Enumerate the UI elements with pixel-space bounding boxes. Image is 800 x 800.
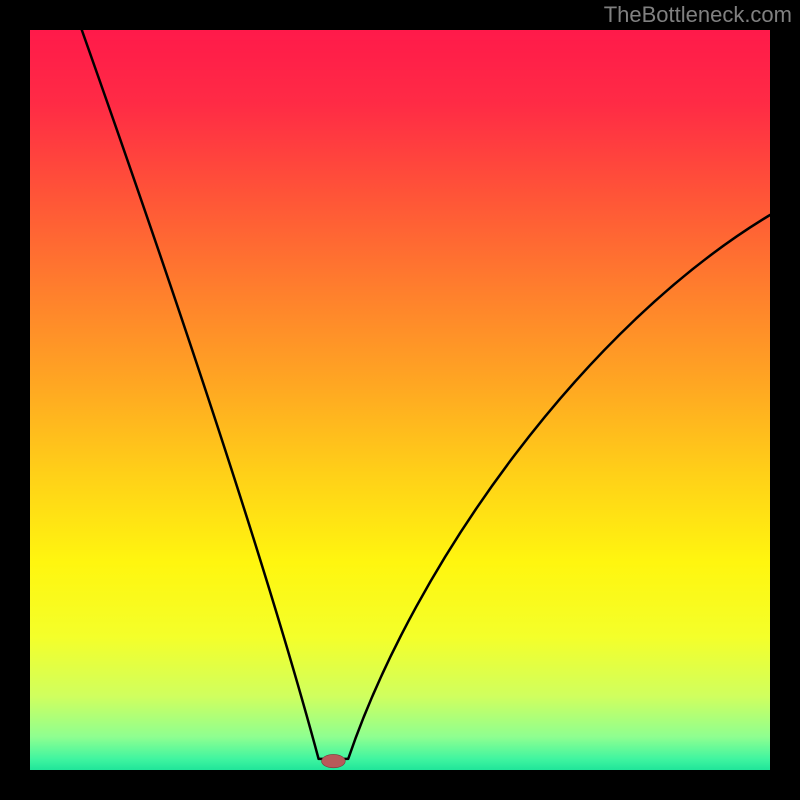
watermark-text: TheBottleneck.com (604, 2, 792, 28)
chart-container: TheBottleneck.com (0, 0, 800, 800)
plot-background (30, 30, 770, 770)
chart-svg (0, 0, 800, 800)
marker-dot (322, 754, 346, 767)
